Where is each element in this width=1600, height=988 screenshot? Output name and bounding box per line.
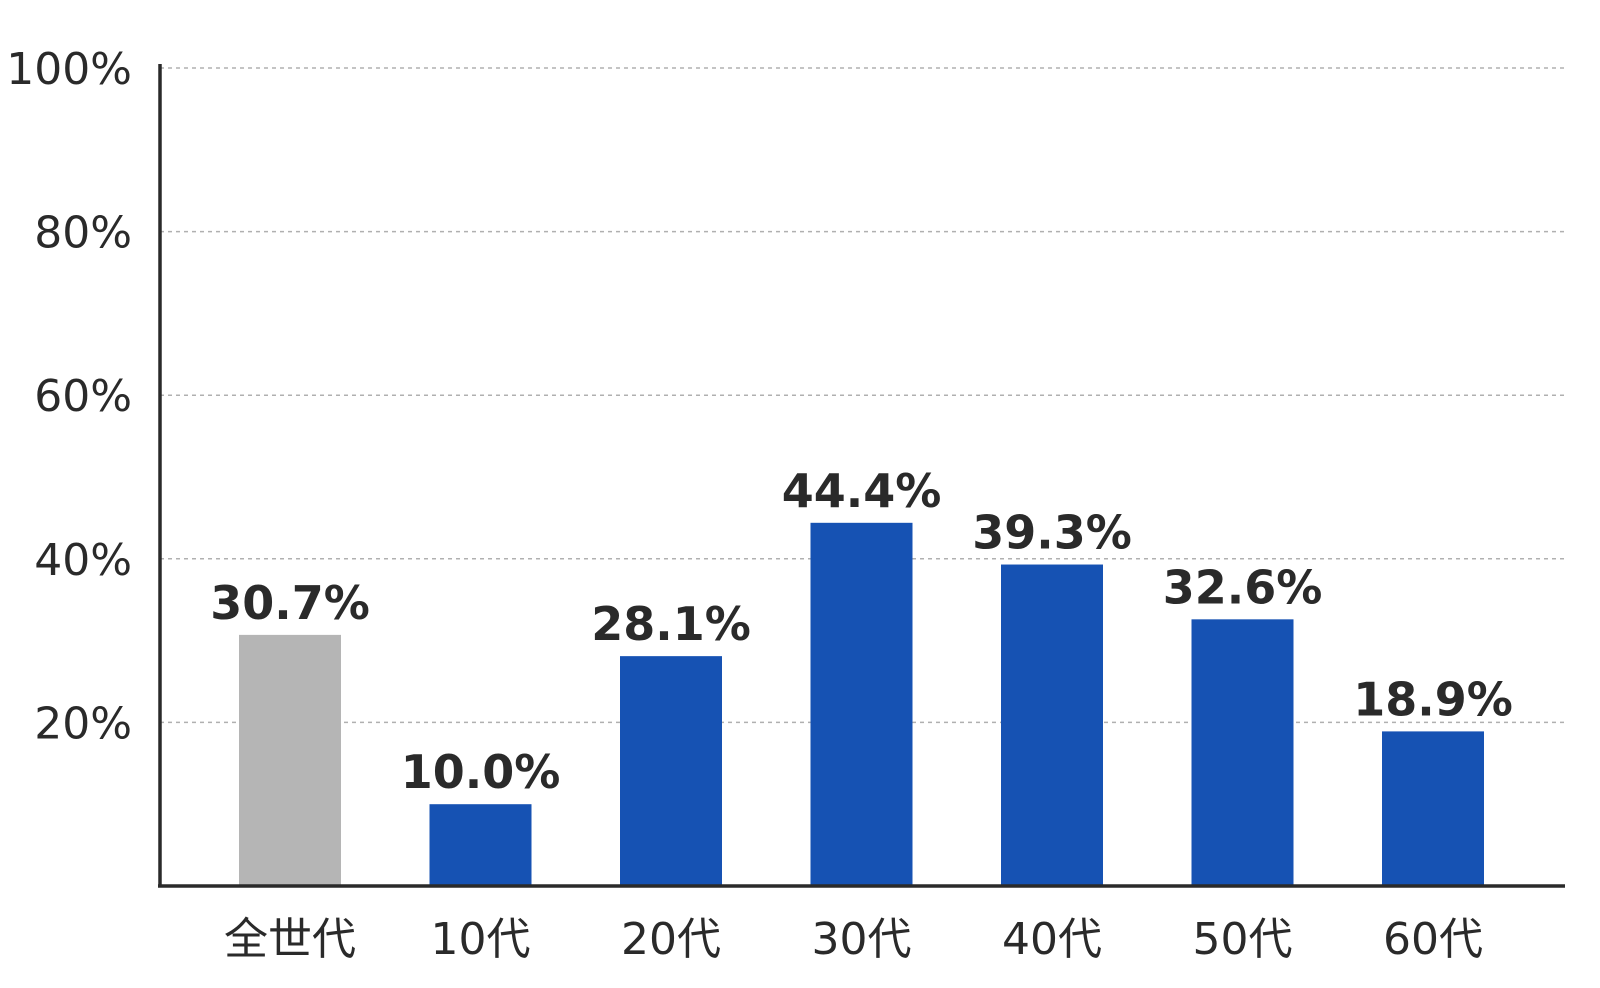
- gridlines: [160, 67, 1565, 724]
- y-tick-label: 80%: [34, 208, 132, 259]
- data-label: 32.6%: [1163, 560, 1323, 614]
- bar: [429, 804, 532, 886]
- bar: [1382, 731, 1484, 886]
- bars: [239, 522, 1484, 886]
- y-tick-label: 100%: [6, 44, 132, 95]
- value-labels: 30.7% 10.0% 28.1% 44.4% 39.3% 32.6% 18.9%: [210, 464, 1513, 799]
- bar: [1191, 619, 1294, 886]
- bar: [1001, 564, 1103, 886]
- data-label: 39.3%: [972, 506, 1132, 560]
- bar: [810, 522, 913, 886]
- y-tick-label: 40%: [34, 535, 132, 586]
- data-label: 30.7%: [210, 576, 370, 630]
- x-tick-label: 10代: [431, 914, 531, 965]
- x-tick-label: 50代: [1193, 914, 1293, 965]
- x-tick-label: 40代: [1002, 914, 1102, 965]
- data-label: 44.4%: [782, 464, 942, 518]
- x-tick-label: 60代: [1383, 914, 1483, 965]
- y-tick-label: 60%: [34, 371, 132, 422]
- data-label: 10.0%: [401, 745, 561, 799]
- bar: [239, 634, 341, 886]
- data-label: 28.1%: [591, 597, 751, 651]
- x-axis-categories: 全世代 10代 20代 30代 40代 50代 60代: [224, 914, 1483, 965]
- bar: [620, 656, 722, 886]
- y-axis-ticks: 20% 40% 60% 80% 100%: [6, 44, 132, 749]
- x-tick-label: 30代: [812, 914, 912, 965]
- y-tick-label: 20%: [34, 698, 132, 749]
- x-tick-label: 20代: [621, 914, 721, 965]
- data-label: 18.9%: [1353, 672, 1513, 726]
- x-tick-label: 全世代: [224, 914, 356, 965]
